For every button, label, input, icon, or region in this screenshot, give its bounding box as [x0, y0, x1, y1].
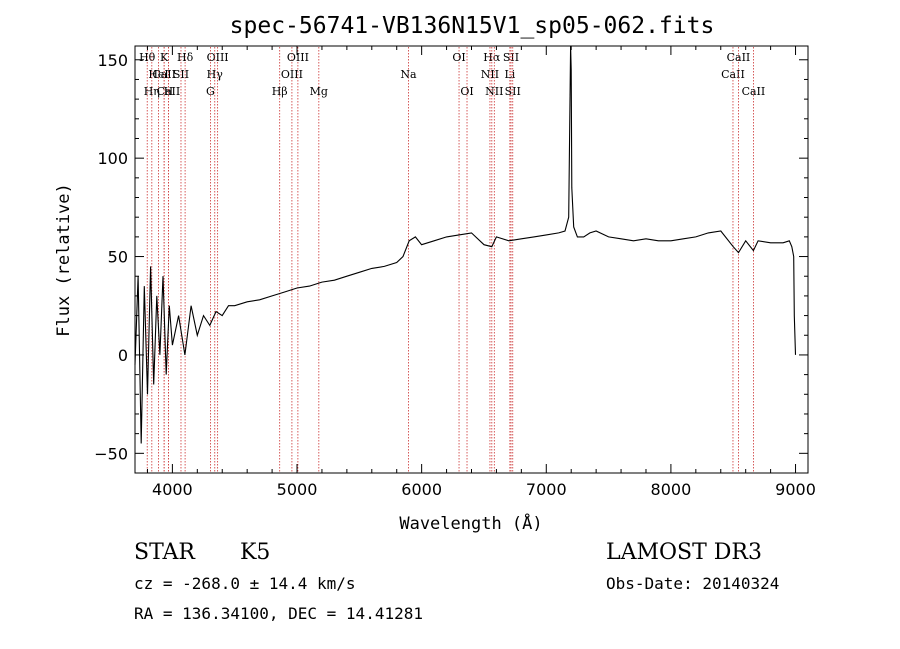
line-markers: Hθ CaII CaII HeI Hη K H Hδ SII OIII Hγ G Hβ OIII OIII M…	[139, 47, 765, 472]
marker-label-9: OIII	[207, 51, 229, 64]
x-tick-label-5: 9000	[775, 480, 816, 499]
marker-label-27: CaII	[742, 85, 766, 98]
y-axis: −50 0 50 100 150	[94, 51, 808, 463]
marker-label-22: SII	[503, 51, 519, 64]
marker-label-8: SII	[173, 68, 189, 81]
marker-label-6: H	[164, 85, 174, 98]
marker-label-16: Na	[400, 68, 417, 81]
x-axis-label: Wavelength (Å)	[399, 512, 542, 534]
survey-name: LAMOST DR3	[606, 540, 762, 565]
plot-frame	[134, 45, 809, 474]
y-tick-label-1: 0	[118, 346, 128, 365]
x-tick-label-0: 4000	[152, 480, 193, 499]
marker-label-10: Hγ	[207, 68, 224, 81]
marker-label-24: SII	[505, 85, 521, 98]
object-class: STAR	[134, 540, 195, 565]
x-tick-label-3: 7000	[526, 480, 567, 499]
velocity-readout: cz = -268.0 ± 14.4 km/s	[134, 574, 356, 593]
obs-date: Obs-Date: 20140324	[606, 574, 780, 593]
x-axis: 4000 5000 6000 7000 8000 9000	[146, 46, 816, 499]
coordinates: RA = 136.34100, DEC = 14.41281	[134, 604, 423, 623]
y-axis-label: Flux (relative)	[54, 183, 74, 337]
marker-label-23: Li	[504, 68, 515, 81]
marker-label-14: OIII	[287, 51, 309, 64]
y-tick-label-4: 150	[97, 51, 128, 70]
spectrum-line-0	[134, 45, 797, 444]
y-tick-label-0: −50	[94, 444, 128, 463]
marker-label-21: NII	[485, 85, 503, 98]
marker-label-20: NII	[481, 68, 499, 81]
marker-label-0: Hθ	[139, 51, 156, 64]
x-tick-label-4: 8000	[651, 480, 692, 499]
marker-label-2: CaII	[157, 85, 181, 98]
y-tick-label-3: 100	[97, 149, 128, 168]
object-subclass: K5	[240, 540, 271, 565]
marker-label-5: K	[160, 51, 169, 64]
y-tick-label-2: 50	[108, 248, 128, 267]
spectrum-series	[134, 45, 797, 444]
chart-title: spec-56741-VB136N15V1_sp05-062.fits	[230, 13, 715, 39]
marker-label-25: CaII	[721, 68, 745, 81]
marker-label-26: CaII	[727, 51, 751, 64]
marker-label-4: Hη	[144, 85, 160, 98]
marker-label-12: Hβ	[272, 85, 288, 98]
marker-label-15: Mg	[310, 85, 328, 98]
marker-label-18: OI	[460, 85, 473, 98]
marker-label-7: Hδ	[177, 51, 194, 64]
marker-label-11: G	[206, 85, 215, 98]
marker-label-3: HeI	[148, 68, 168, 81]
marker-label-17: OI	[452, 51, 465, 64]
x-tick-label-2: 6000	[401, 480, 442, 499]
marker-label-13: OIII	[281, 68, 303, 81]
x-tick-label-1: 5000	[277, 480, 318, 499]
marker-label-19: Hα	[483, 51, 501, 64]
